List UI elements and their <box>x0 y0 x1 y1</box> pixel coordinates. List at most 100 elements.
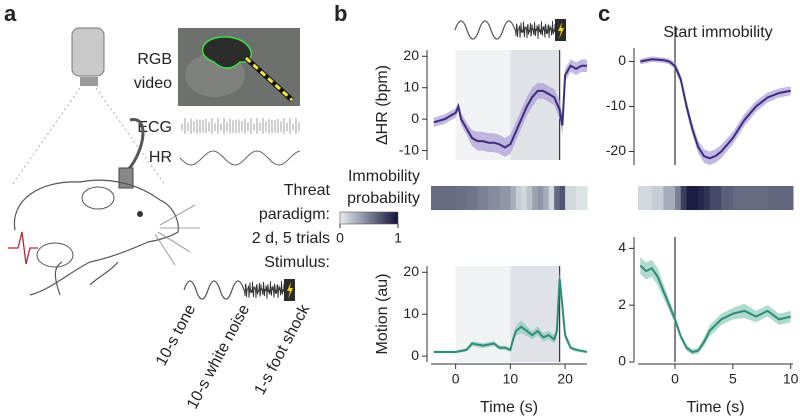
ecg-trace <box>181 118 300 134</box>
view-line <box>11 87 81 186</box>
stimulus-shade <box>510 50 560 160</box>
stimulus-label: 1-s foot shock <box>251 301 313 398</box>
heart <box>36 242 74 268</box>
heat-cell <box>499 186 511 210</box>
heat-cell <box>686 186 693 210</box>
colorbar-tick-label: 1 <box>394 230 402 246</box>
y-tick-label: 4 <box>618 239 626 255</box>
ecg-label: ECG <box>137 119 172 136</box>
heat-cell <box>692 186 699 210</box>
heat-cell <box>565 186 577 210</box>
mouse-ear <box>81 186 115 210</box>
heat-cell <box>515 186 522 210</box>
panel-label: b <box>334 1 347 26</box>
x-axis-label: Time (s) <box>480 399 538 416</box>
y-tick-label: -10 <box>606 97 626 113</box>
y-tick-label: 20 <box>403 47 419 63</box>
ecg-icon <box>8 231 38 265</box>
x-tick-label: 10 <box>783 371 799 387</box>
x-axis-label: Time (s) <box>686 399 744 416</box>
x-tick-label: 0 <box>671 371 679 387</box>
rgb-tail <box>244 56 294 102</box>
y-tick-label: 2 <box>618 296 626 312</box>
panel-label: c <box>598 1 610 26</box>
colorbar <box>339 211 399 225</box>
x-tick-label: 10 <box>503 371 519 387</box>
hr-trace <box>179 150 301 166</box>
mouse-eye <box>137 211 143 217</box>
mouse-outline <box>13 179 179 296</box>
y-tick-label: 0 <box>618 353 626 369</box>
y-tick-label: 10 <box>403 305 419 321</box>
heat-cell <box>537 186 544 210</box>
heatmap-title: probability <box>347 190 420 207</box>
heat-cell <box>526 186 533 210</box>
paradigm-text: Threat <box>284 182 331 199</box>
heat-cell <box>576 186 588 210</box>
heat-cell <box>548 186 555 210</box>
heat-cell <box>559 186 566 210</box>
line <box>433 278 588 353</box>
heat-cell <box>554 186 561 210</box>
heat-cell <box>732 186 745 210</box>
heat-cell <box>698 186 705 210</box>
video-label: video <box>134 75 172 92</box>
paradigm-text: 2 d, 5 trials <box>252 230 330 247</box>
heat-cell <box>663 186 676 210</box>
y-tick-label: 0 <box>618 52 626 68</box>
heat-cell <box>521 186 528 210</box>
paradigm-text: paradigm: <box>259 206 330 223</box>
heat-cell <box>444 186 457 210</box>
heat-cell <box>779 186 794 210</box>
heat-cell <box>431 186 446 210</box>
heat-cell <box>680 186 688 210</box>
colorbar-tick-label: 0 <box>336 230 344 246</box>
stimulus-icon <box>454 18 567 42</box>
heatmap-title: Immobility <box>348 168 420 185</box>
error-band <box>640 256 791 355</box>
y-tick-label: -20 <box>606 142 626 158</box>
heat-cell <box>709 186 722 210</box>
stimulus-icon <box>183 278 296 302</box>
heat-cell <box>651 186 664 210</box>
heat-cell <box>744 186 757 210</box>
heat-cell <box>543 186 550 210</box>
x-tick-label: 5 <box>729 371 737 387</box>
whiskers <box>154 204 200 266</box>
stimulus-label: 10-s tone <box>153 302 199 369</box>
rgb-label: RGB <box>137 51 172 68</box>
camera <box>71 27 105 77</box>
heat-cell <box>477 186 489 210</box>
y-axis-label: Motion (au) <box>374 274 391 355</box>
error-band <box>433 59 587 157</box>
stimulus-shade <box>510 266 560 362</box>
y-tick-label: 0 <box>411 110 419 126</box>
line <box>433 64 587 149</box>
y-axis-label: ΔHR (bpm) <box>374 65 391 145</box>
heat-cell <box>488 186 500 210</box>
y-tick-label: 20 <box>403 263 419 279</box>
error-band <box>640 56 791 165</box>
heat-cell <box>455 186 468 210</box>
y-tick-label: 10 <box>403 78 419 94</box>
rgb-mouse <box>201 36 252 69</box>
line <box>639 264 791 354</box>
panel-label: a <box>4 1 17 26</box>
hr-label: HR <box>149 149 172 166</box>
heat-cell <box>675 186 682 210</box>
x-tick-label: 20 <box>557 371 573 387</box>
heat-cell <box>703 186 711 210</box>
annotation: Start immobility <box>663 24 772 41</box>
paradigm-text: Stimulus: <box>264 254 330 271</box>
heat-cell <box>466 186 479 210</box>
line <box>640 58 791 160</box>
y-tick-label: -10 <box>399 141 419 157</box>
camera-base <box>80 77 98 86</box>
heat-cell <box>767 186 780 210</box>
y-tick-label: 0 <box>411 347 419 363</box>
heat-cell <box>510 186 517 210</box>
heat-cell <box>721 186 734 210</box>
x-tick-label: 0 <box>452 371 460 387</box>
cable <box>126 118 145 171</box>
